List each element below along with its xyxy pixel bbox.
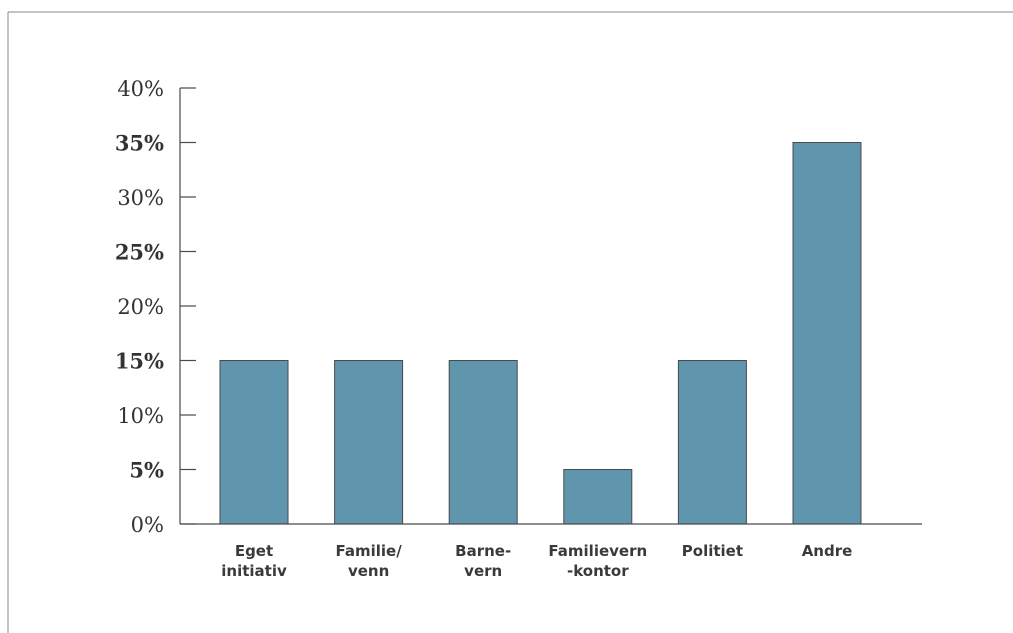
y-tick-label: 5% [129,458,164,483]
x-category-label: vern [464,562,502,580]
y-tick-label: 40% [117,77,164,101]
bars [219,142,862,525]
y-tick-label: 15% [115,349,164,374]
y-tick-label: 30% [117,186,164,210]
x-category-label: Barne- [455,542,511,560]
y-tick-label: 25% [115,240,164,265]
bar [563,469,633,525]
y-tick-label: 35% [115,131,164,156]
y-tick-label: 0% [131,513,164,537]
bar [219,360,289,525]
x-category-label: initiativ [221,562,287,580]
y-tick-label: 10% [117,404,164,428]
y-axis: 0% 5% 10% 15% 20% 25% 30% 35% 40% [115,77,196,537]
x-category-label: Eget [235,542,273,560]
x-category-label: Andre [802,542,853,560]
bar [677,360,747,525]
x-category-label: Familievern [548,542,647,560]
bar [334,360,404,525]
x-category-label: Politiet [682,542,743,560]
x-category-label: Familie/ [335,542,402,560]
bar [792,142,862,525]
y-tick-label: 20% [117,295,164,319]
bar [448,360,518,525]
x-category-label: venn [348,562,389,580]
x-axis: Eget initiativ Familie/venn Barne-vern Famil… [180,523,922,580]
x-category-label: -kontor [567,562,629,580]
